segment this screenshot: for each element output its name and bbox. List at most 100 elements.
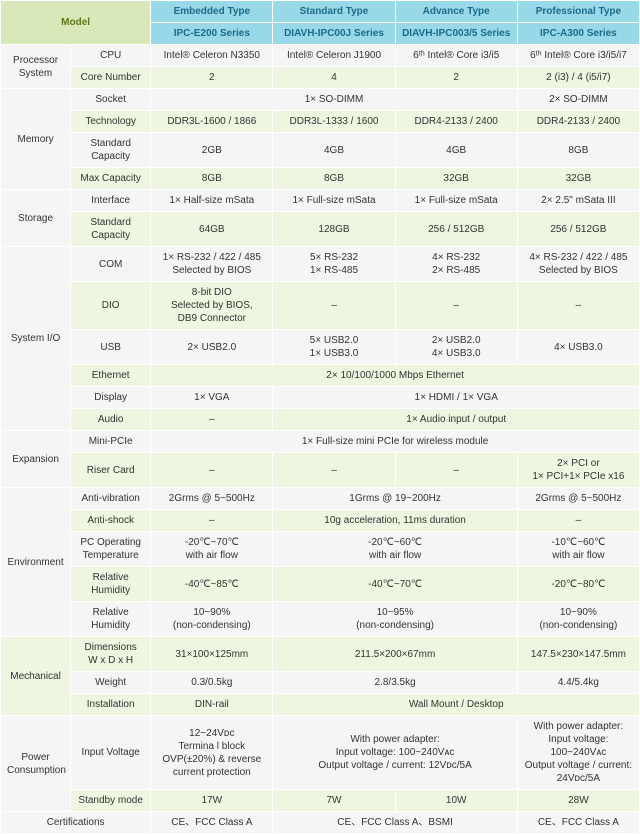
data-cell: 8-bit DIOSelected by BIOS,DB9 Connector: [151, 282, 273, 330]
data-cell: 1× RS-232 / 422 / 485Selected by BIOS: [151, 247, 273, 282]
row-label: Weight: [71, 672, 151, 694]
data-cell: DDR3L-1600 / 1866: [151, 111, 273, 133]
data-cell: 2× SO-DIMM: [517, 89, 639, 111]
data-cell: 8GB: [151, 168, 273, 190]
category-cell: Power Consumption: [1, 716, 71, 812]
data-cell: 12~24VᴅᴄTermina l blockOVP(±20%) & rever…: [151, 716, 273, 790]
table-body: Processor SystemCPUIntel® Celeron N3350I…: [1, 45, 640, 834]
data-cell: 7W: [273, 790, 395, 812]
data-cell: Intel® Celeron N3350: [151, 45, 273, 67]
data-cell: 128GB: [273, 212, 395, 247]
row-label: COM: [71, 247, 151, 282]
data-cell: With power adapter:Input voltage: 100~24…: [273, 716, 517, 790]
data-cell: 1× HDMI / 1× VGA: [273, 387, 640, 409]
data-cell: 5× RS-2321× RS-485: [273, 247, 395, 282]
data-cell: –: [151, 409, 273, 431]
row-label: Display: [71, 387, 151, 409]
data-cell: 1Grms @ 19~200Hz: [273, 488, 517, 510]
row-label: Riser Card: [71, 453, 151, 488]
category-cell: Environment: [1, 488, 71, 637]
data-cell: 2Grms @ 5~500Hz: [151, 488, 273, 510]
data-cell: Intel® Celeron J1900: [273, 45, 395, 67]
data-cell: –: [517, 282, 639, 330]
type-header: Advance Type: [395, 1, 517, 23]
table-header: Model Embedded Type Standard Type Advanc…: [1, 1, 640, 45]
row-label: Standard Capacity: [71, 133, 151, 168]
data-cell: CE、FCC Class A: [517, 812, 639, 834]
row-label: DimensionsW x D x H: [71, 637, 151, 672]
data-cell: -20℃~80℃: [517, 567, 639, 602]
data-cell: 1× Full-size mSata: [395, 190, 517, 212]
data-cell: 10~90%(non-condensing): [517, 602, 639, 637]
data-cell: 8GB: [517, 133, 639, 168]
row-label: Standby mode: [71, 790, 151, 812]
data-cell: -40℃~85℃: [151, 567, 273, 602]
data-cell: –: [151, 510, 273, 532]
data-cell: –: [151, 453, 273, 488]
data-cell: DDR4-2133 / 2400: [395, 111, 517, 133]
row-label: Socket: [71, 89, 151, 111]
series-header: IPC-E200 Series: [151, 23, 273, 45]
data-cell: 2Grms @ 5~500Hz: [517, 488, 639, 510]
data-cell: 4× RS-232 / 422 / 485Selected by BIOS: [517, 247, 639, 282]
data-cell: -20℃~70℃with air flow: [151, 532, 273, 567]
data-cell: 6ᵗʰ Intel® Core i3/i5/i7: [517, 45, 639, 67]
series-header: DIAVH-IPC00J Series: [273, 23, 395, 45]
row-label: Standard Capacity: [71, 212, 151, 247]
row-label: Audio: [71, 409, 151, 431]
category-cell: Processor System: [1, 45, 71, 89]
data-cell: 1× VGA: [151, 387, 273, 409]
data-cell: 147.5×230×147.5mm: [517, 637, 639, 672]
data-cell: -20℃~60℃with air flow: [273, 532, 517, 567]
data-cell: 4.4/5.4kg: [517, 672, 639, 694]
type-header: Professional Type: [517, 1, 639, 23]
data-cell: Wall Mount / Desktop: [273, 694, 640, 716]
series-header: IPC-A300 Series: [517, 23, 639, 45]
data-cell: 4GB: [395, 133, 517, 168]
data-cell: 28W: [517, 790, 639, 812]
category-cell: Expansion: [1, 431, 71, 488]
data-cell: -40℃~70℃: [273, 567, 517, 602]
data-cell: 10~95%(non-condensing): [273, 602, 517, 637]
data-cell: 64GB: [151, 212, 273, 247]
data-cell: 1× SO-DIMM: [151, 89, 518, 111]
type-header: Standard Type: [273, 1, 395, 23]
data-cell: CE、FCC Class A、BSMI: [273, 812, 517, 834]
data-cell: 4: [273, 67, 395, 89]
data-cell: –: [517, 510, 639, 532]
model-header: Model: [1, 1, 151, 45]
data-cell: 10~90%(non-condensing): [151, 602, 273, 637]
category-cell: System I/O: [1, 247, 71, 431]
row-label: PC Operating Temperature: [71, 532, 151, 567]
row-label: Mini-PCIe: [71, 431, 151, 453]
data-cell: 2× USB2.0: [151, 330, 273, 365]
category-cell: Storage: [1, 190, 71, 247]
row-label: Core Number: [71, 67, 151, 89]
data-cell: 4× USB3.0: [517, 330, 639, 365]
row-label: Input Voltage: [71, 716, 151, 790]
row-label: Relative Humidity: [71, 567, 151, 602]
row-label: Installation: [71, 694, 151, 716]
row-label: Anti-shock: [71, 510, 151, 532]
data-cell: 10W: [395, 790, 517, 812]
data-cell: 2: [151, 67, 273, 89]
data-cell: 211.5×200×67mm: [273, 637, 517, 672]
row-label: CPU: [71, 45, 151, 67]
data-cell: 5× USB2.01× USB3.0: [273, 330, 395, 365]
data-cell: 1× Full-size mini PCIe for wireless modu…: [151, 431, 640, 453]
row-label: Anti-vibration: [71, 488, 151, 510]
data-cell: 6ᵗʰ Intel® Core i3/i5: [395, 45, 517, 67]
data-cell: DDR4-2133 / 2400: [517, 111, 639, 133]
data-cell: 2 (i3) / 4 (i5/i7): [517, 67, 639, 89]
data-cell: CE、FCC Class A: [151, 812, 273, 834]
data-cell: 256 / 512GB: [395, 212, 517, 247]
data-cell: 2GB: [151, 133, 273, 168]
data-cell: With power adapter:Input voltage:100~240…: [517, 716, 639, 790]
spec-table: Model Embedded Type Standard Type Advanc…: [0, 0, 640, 834]
data-cell: –: [395, 282, 517, 330]
data-cell: 2× PCI or1× PCI+1× PCIe x16: [517, 453, 639, 488]
data-cell: –: [273, 282, 395, 330]
data-cell: 2× 10/100/1000 Mbps Ethernet: [151, 365, 640, 387]
data-cell: 2: [395, 67, 517, 89]
data-cell: 1× Full-size mSata: [273, 190, 395, 212]
